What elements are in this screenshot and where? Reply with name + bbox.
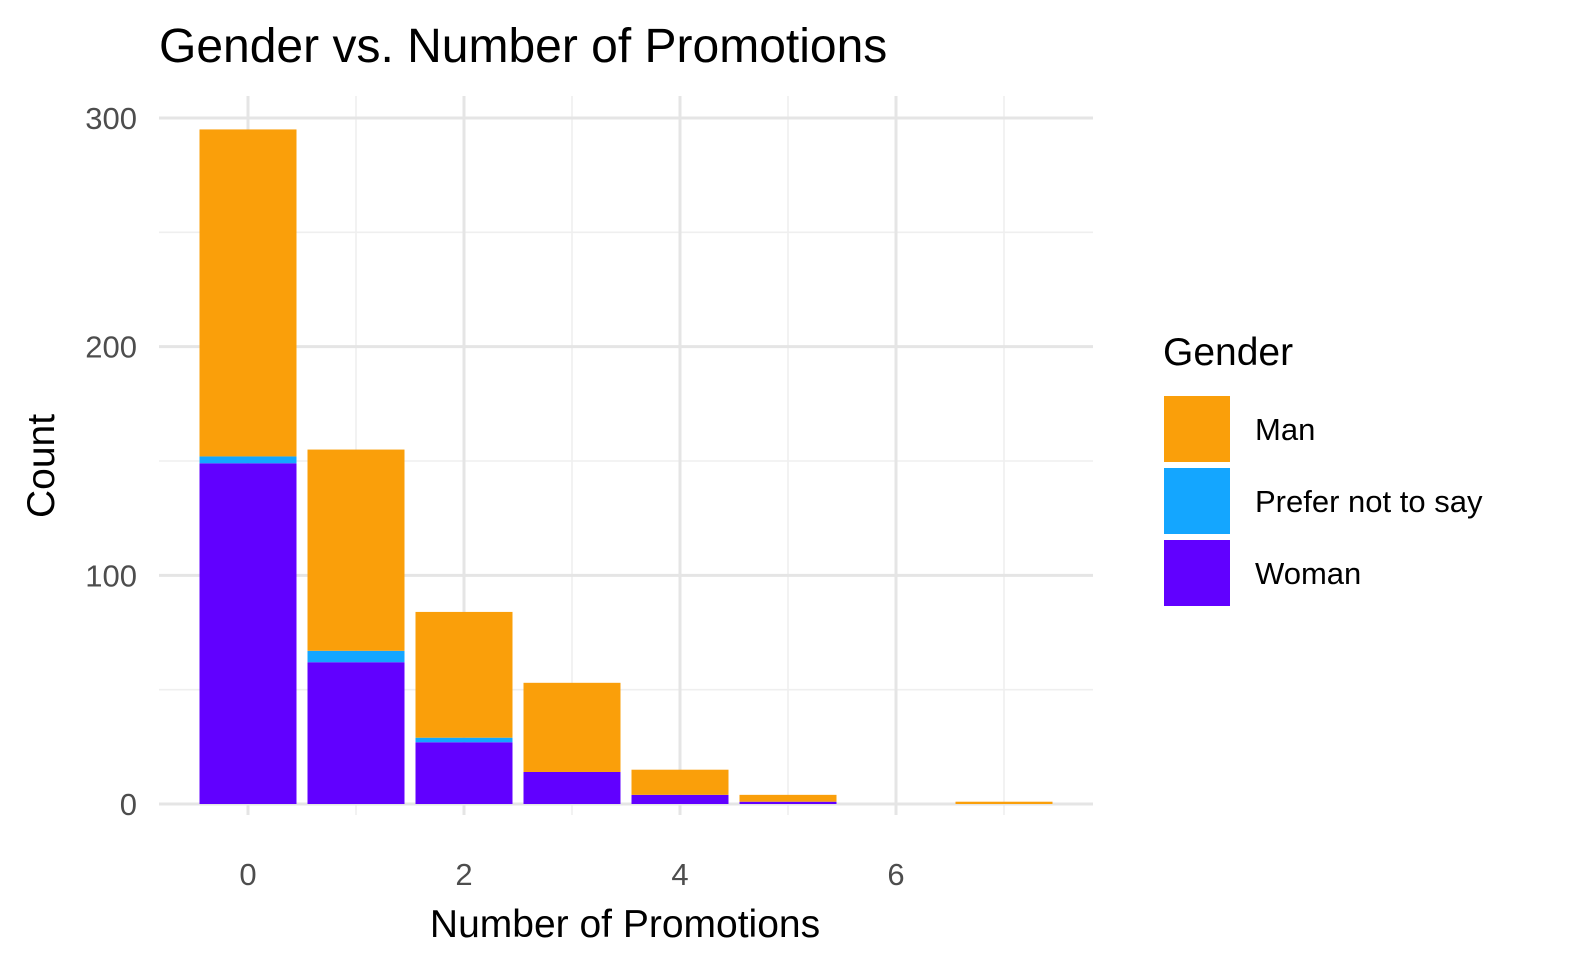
y-tick-label: 0 [120, 787, 137, 822]
y-axis-ticks: 0 100 200 300 [85, 101, 137, 822]
chart-title: Gender vs. Number of Promotions [159, 20, 887, 73]
bars [199, 129, 1053, 804]
bar-man [415, 611, 513, 738]
x-axis-ticks: 0 2 4 6 [239, 857, 904, 892]
bar-woman [307, 662, 405, 804]
bar-prefer-not-to-say [199, 456, 297, 464]
legend-label-prefer-not-to-say: Prefer not to say [1255, 484, 1483, 519]
x-tick-label: 6 [887, 857, 904, 892]
bar-man [523, 682, 621, 772]
y-tick-label: 100 [85, 558, 137, 593]
bar-woman [199, 463, 297, 804]
legend-key-woman [1164, 540, 1230, 606]
legend-key-prefer-not-to-say [1164, 468, 1230, 534]
bar-woman [523, 771, 621, 804]
legend-key-man [1164, 396, 1230, 462]
bar-woman [631, 794, 729, 804]
legend: Gender Man Prefer not to say Woman [1163, 331, 1483, 606]
bar-woman [415, 742, 513, 804]
x-tick-label: 2 [455, 857, 472, 892]
y-tick-label: 200 [85, 330, 137, 365]
bar-man [739, 794, 837, 802]
bar-woman [739, 801, 837, 804]
bar-man [307, 449, 405, 651]
legend-label-man: Man [1255, 412, 1315, 447]
bar-prefer-not-to-say [307, 650, 405, 663]
bar-prefer-not-to-say [415, 737, 513, 743]
bar-man [631, 769, 729, 795]
y-tick-label: 300 [85, 101, 137, 136]
x-axis-title: Number of Promotions [430, 903, 820, 946]
y-axis-title: Count [20, 414, 63, 518]
legend-label-woman: Woman [1255, 556, 1361, 591]
x-tick-label: 0 [239, 857, 256, 892]
bar-man [199, 129, 297, 457]
bar-man [955, 801, 1053, 804]
legend-title: Gender [1163, 331, 1293, 374]
grid [159, 96, 1093, 815]
x-tick-label: 4 [671, 857, 688, 892]
